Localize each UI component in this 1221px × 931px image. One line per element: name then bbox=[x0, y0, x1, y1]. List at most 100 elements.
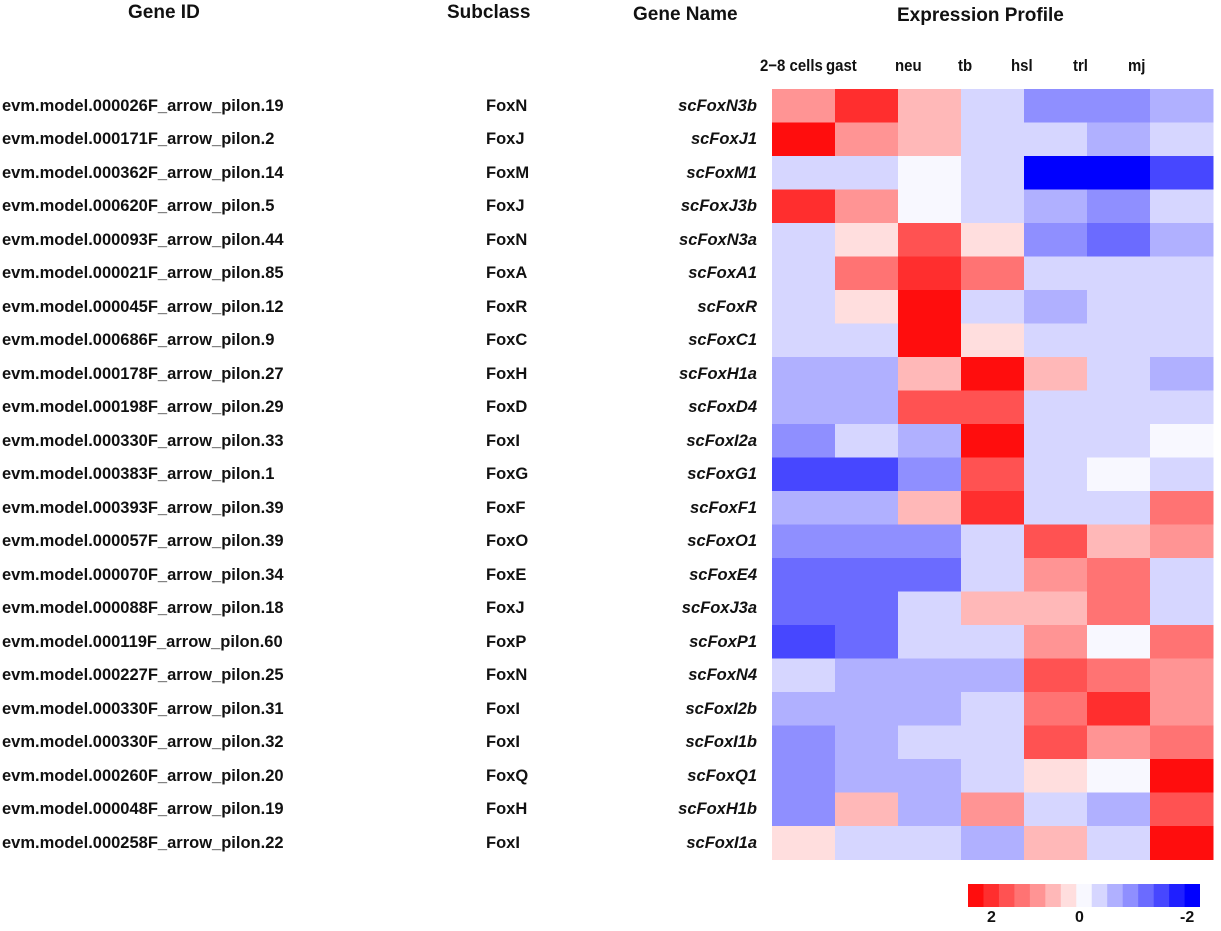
heatmap-cell bbox=[835, 625, 899, 659]
gene-id-header: Gene ID bbox=[128, 2, 200, 23]
heatmap-cell bbox=[772, 759, 836, 793]
heatmap-cell bbox=[961, 625, 1025, 659]
heatmap-cell bbox=[1024, 692, 1088, 726]
heatmap-cell bbox=[772, 223, 836, 257]
subclass-header: Subclass bbox=[447, 2, 531, 23]
gene-name-label: scFoxP1 bbox=[689, 632, 757, 651]
subclass-label: FoxM bbox=[486, 163, 530, 182]
heatmap-cell bbox=[898, 256, 962, 291]
legend-swatch bbox=[1122, 884, 1139, 907]
heatmap-cell bbox=[1150, 725, 1214, 760]
subclass-label: FoxD bbox=[486, 398, 528, 417]
subclass-label: FoxH bbox=[486, 800, 528, 819]
heatmap-cell bbox=[835, 323, 899, 358]
heatmap-cell bbox=[772, 256, 836, 291]
heatmap-cell bbox=[1024, 524, 1088, 559]
subclass-label: FoxI bbox=[486, 833, 520, 852]
heatmap-cell bbox=[961, 558, 1025, 592]
heatmap-cell bbox=[1087, 759, 1151, 793]
heatmap-cell bbox=[1150, 759, 1214, 793]
heatmap-cell bbox=[1150, 156, 1214, 190]
gene-name-label: scFoxA1 bbox=[688, 264, 757, 283]
gene-name-label: scFoxH1a bbox=[679, 364, 757, 383]
gene-id-label: evm.model.000620F_arrow_pilon.5 bbox=[2, 197, 275, 216]
heatmap-cell bbox=[1150, 323, 1214, 358]
heatmap-cell bbox=[1087, 189, 1151, 224]
heatmap-cell bbox=[835, 290, 899, 324]
gene-name-label: scFoxJ3b bbox=[680, 197, 757, 216]
gene-id-label: evm.model.000362F_arrow_pilon.14 bbox=[2, 163, 284, 182]
subclass-label: FoxJ bbox=[486, 599, 525, 618]
legend-swatch bbox=[1060, 884, 1077, 907]
heatmap-cell bbox=[898, 759, 962, 793]
heatmap-cell bbox=[1150, 424, 1214, 458]
column-label: tb bbox=[958, 56, 973, 75]
heatmap-cell bbox=[1024, 759, 1088, 793]
heatmap-cell bbox=[1024, 558, 1088, 592]
subclass-label: FoxP bbox=[486, 632, 527, 651]
heatmap-cell bbox=[772, 323, 836, 358]
gene-name-label: scFoxJ1 bbox=[690, 130, 757, 149]
heatmap-cell bbox=[835, 357, 899, 391]
color-legend bbox=[968, 884, 1200, 907]
heatmap-cell bbox=[1150, 491, 1214, 525]
heatmap-cell bbox=[1024, 290, 1088, 324]
heatmap-cell bbox=[835, 692, 899, 726]
heatmap-cell bbox=[772, 390, 836, 425]
heatmap-cell bbox=[835, 457, 899, 492]
gene-name-label: scFoxN3b bbox=[678, 96, 757, 115]
heatmap-cell bbox=[898, 826, 962, 860]
heatmap-cell bbox=[1087, 658, 1151, 693]
heatmap-cell bbox=[1087, 390, 1151, 425]
heatmap-cell bbox=[772, 290, 836, 324]
subclass-label: FoxI bbox=[486, 699, 520, 718]
expression-profile-header: Expression Profile bbox=[897, 5, 1064, 26]
heatmap-cell bbox=[1087, 625, 1151, 659]
gene-name-label: scFoxN3a bbox=[679, 230, 757, 249]
heatmap-cell bbox=[835, 223, 899, 257]
heatmap-cell bbox=[1024, 256, 1088, 291]
heatmap-cell bbox=[772, 792, 836, 827]
heatmap-cell bbox=[1087, 491, 1151, 525]
heatmap-cell bbox=[1024, 658, 1088, 693]
heatmap-cell bbox=[772, 692, 836, 726]
heatmap-cell bbox=[1150, 591, 1214, 626]
gene-id-label: evm.model.000330F_arrow_pilon.32 bbox=[2, 733, 284, 752]
heatmap-cell bbox=[961, 692, 1025, 726]
legend-tick-label: 2 bbox=[987, 909, 996, 926]
heatmap-cell bbox=[1087, 156, 1151, 190]
gene-id-label: evm.model.000070F_arrow_pilon.34 bbox=[2, 565, 284, 584]
gene-name-label: scFoxG1 bbox=[687, 465, 757, 484]
legend-swatch bbox=[983, 884, 1000, 907]
heatmap-cell bbox=[961, 591, 1025, 626]
heatmap-cell bbox=[961, 323, 1025, 358]
heatmap-cell bbox=[1150, 256, 1214, 291]
gene-id-label: evm.model.000393F_arrow_pilon.39 bbox=[2, 498, 284, 517]
heatmap-cell bbox=[961, 357, 1025, 391]
gene-id-label: evm.model.000383F_arrow_pilon.1 bbox=[2, 465, 275, 484]
heatmap-cell bbox=[898, 625, 962, 659]
heatmap-cell bbox=[1024, 625, 1088, 659]
heatmap-cell bbox=[835, 759, 899, 793]
subclass-label: FoxN bbox=[486, 230, 528, 249]
heatmap bbox=[772, 89, 1214, 860]
heatmap-cell bbox=[1150, 692, 1214, 726]
gene-id-label: evm.model.000171F_arrow_pilon.2 bbox=[2, 130, 275, 149]
heatmap-cell bbox=[1087, 725, 1151, 760]
legend-swatch bbox=[1076, 884, 1093, 907]
heatmap-cell bbox=[1024, 156, 1088, 190]
heatmap-cell bbox=[1150, 625, 1214, 659]
heatmap-cell bbox=[1087, 256, 1151, 291]
column-label: trl bbox=[1073, 56, 1088, 75]
heatmap-cell bbox=[898, 223, 962, 257]
gene-id-label: evm.model.000045F_arrow_pilon.12 bbox=[2, 297, 284, 316]
heatmap-cell bbox=[1024, 826, 1088, 860]
heatmap-cell bbox=[961, 256, 1025, 291]
heatmap-cell bbox=[1024, 189, 1088, 224]
heatmap-cell bbox=[1087, 290, 1151, 324]
subclass-label: FoxG bbox=[486, 465, 529, 484]
heatmap-cell bbox=[1024, 424, 1088, 458]
gene-id-label: evm.model.000227F_arrow_pilon.25 bbox=[2, 666, 284, 685]
gene-name-label: scFoxJ3a bbox=[681, 599, 757, 618]
heatmap-cell bbox=[898, 122, 962, 157]
